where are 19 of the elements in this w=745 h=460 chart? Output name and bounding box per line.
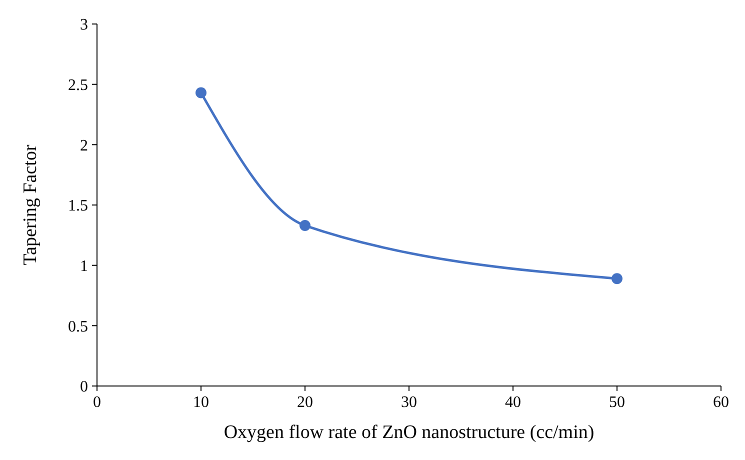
x-tick-label: 60 — [713, 394, 729, 411]
y-tick-label: 2.5 — [68, 76, 88, 94]
x-tick-label: 40 — [505, 394, 521, 411]
y-tick-label: 1.5 — [68, 198, 88, 215]
x-tick-label: 30 — [401, 394, 417, 411]
y-tick-label: 0 — [80, 378, 88, 396]
y-tick-label: 3 — [80, 16, 88, 34]
x-tick-label: 10 — [193, 394, 209, 411]
y-tick-label: 2 — [80, 137, 88, 154]
y-tick-label: 1 — [80, 258, 88, 275]
y-tick-label: 0.5 — [68, 318, 88, 336]
x-axis-title: Oxygen flow rate of ZnO nanostructure (cc/min) — [224, 422, 594, 443]
point — [196, 87, 206, 98]
point — [300, 220, 310, 232]
x-tick-label: 50 — [609, 394, 625, 411]
y-axis-title: Tapering Factor — [20, 144, 41, 266]
point — [612, 273, 622, 284]
x-tick-label: 0 — [93, 394, 101, 411]
x-tick-label: 20 — [297, 394, 313, 411]
